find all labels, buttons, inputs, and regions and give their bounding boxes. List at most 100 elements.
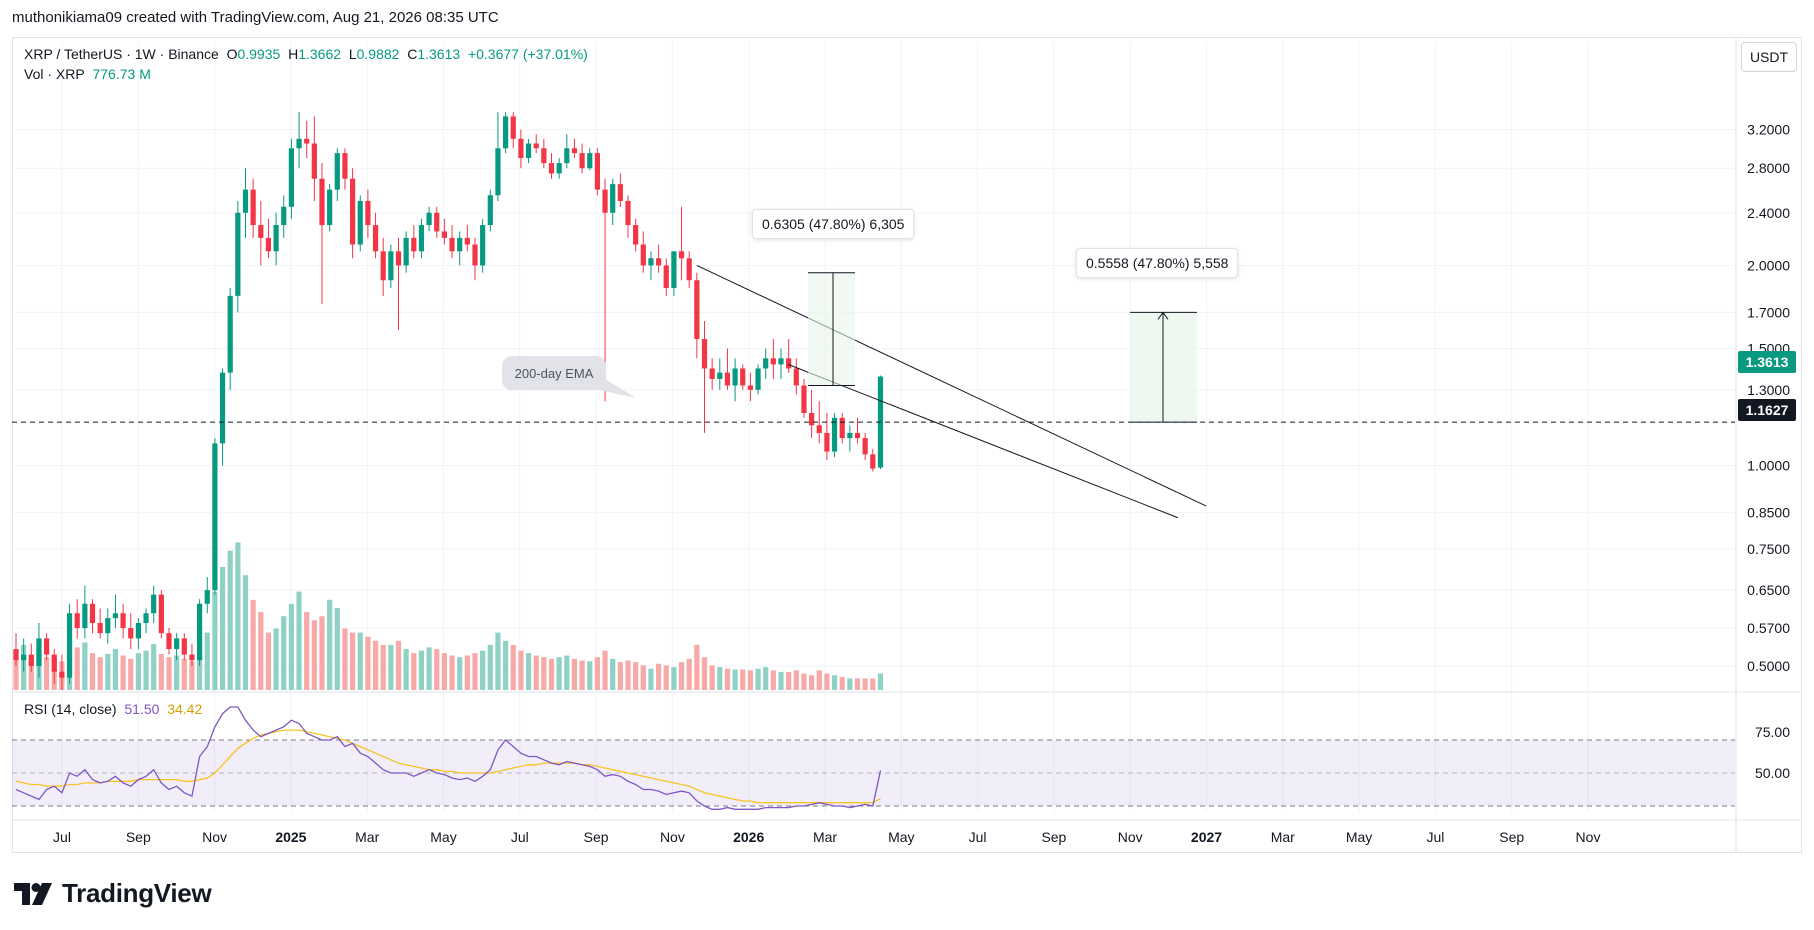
volume-bar bbox=[212, 591, 218, 690]
measure-label-right[interactable]: 0.5558 (47.80%) 5,558 bbox=[1076, 248, 1239, 278]
volume-bar bbox=[525, 653, 532, 690]
volume-bar bbox=[839, 676, 845, 690]
candle-body bbox=[801, 385, 807, 413]
volume-bar bbox=[296, 591, 302, 690]
candle-body bbox=[151, 594, 157, 614]
time-tick-label: Jul bbox=[53, 829, 71, 845]
volume-bar bbox=[510, 644, 516, 690]
symbol-label[interactable]: XRP / TetherUS · 1W · Binance bbox=[24, 46, 219, 62]
time-tick-label: Sep bbox=[584, 829, 609, 845]
candle-body bbox=[89, 603, 96, 624]
price-tick-label: 1.3000 bbox=[1747, 382, 1790, 398]
volume-bar bbox=[258, 612, 264, 690]
candle-body bbox=[617, 184, 623, 201]
candle-body bbox=[403, 237, 409, 266]
volume-bar bbox=[426, 647, 432, 690]
open-value: 0.9935 bbox=[237, 46, 281, 62]
candle-body bbox=[158, 594, 164, 634]
candle-body bbox=[97, 623, 103, 634]
candle-body bbox=[457, 237, 463, 252]
candle-body bbox=[671, 251, 677, 288]
volume-bar bbox=[472, 653, 478, 690]
volume-bar bbox=[640, 665, 646, 690]
time-tick-label: Sep bbox=[1041, 829, 1066, 845]
candle-body bbox=[678, 251, 685, 259]
time-tick-label: Mar bbox=[1271, 829, 1295, 845]
tradingview-logo[interactable]: TradingView bbox=[14, 878, 212, 909]
candle-body bbox=[380, 251, 386, 281]
candle-body bbox=[105, 618, 111, 634]
volume-bar bbox=[602, 650, 608, 690]
candle-body bbox=[135, 623, 141, 639]
candle-body bbox=[258, 225, 264, 238]
candle-body bbox=[204, 590, 210, 604]
volume-bar bbox=[786, 671, 792, 690]
price-tick-label: 2.0000 bbox=[1747, 257, 1790, 273]
candle-body bbox=[571, 148, 578, 154]
price-tick-label: 0.6500 bbox=[1747, 582, 1790, 598]
candle-body bbox=[212, 443, 218, 591]
volume-bar bbox=[487, 644, 493, 690]
candle-body bbox=[120, 613, 126, 629]
rsi-label[interactable]: RSI (14, close) bbox=[24, 701, 117, 717]
last-price-tag: 1.3613 bbox=[1738, 351, 1796, 373]
rsi-tick-label: 75.00 bbox=[1755, 724, 1790, 740]
candle-body bbox=[265, 237, 272, 252]
rsi-series bbox=[15, 706, 882, 810]
rsi-value: 51.50 bbox=[124, 701, 160, 717]
volume-bar bbox=[663, 665, 669, 690]
volume-bar bbox=[242, 575, 249, 690]
candle-body bbox=[793, 368, 799, 386]
volume-bar bbox=[181, 658, 187, 690]
volume-bar bbox=[281, 616, 287, 690]
volume-bar bbox=[319, 616, 325, 690]
wedge-lower-line bbox=[787, 363, 1179, 519]
time-tick-label: Jul bbox=[1426, 829, 1444, 845]
candle-body bbox=[732, 368, 738, 386]
price-tick-label: 1.7000 bbox=[1747, 304, 1790, 320]
candle-body bbox=[701, 339, 708, 369]
volume-bar bbox=[403, 649, 409, 690]
volume-bar bbox=[854, 678, 861, 690]
ema-callout[interactable]: 200-day EMA bbox=[502, 356, 606, 390]
price-tick-label: 0.7500 bbox=[1747, 541, 1790, 557]
volume-bar bbox=[656, 663, 662, 690]
volume-bar bbox=[548, 658, 555, 690]
currency-unit-button[interactable]: USDT bbox=[1741, 42, 1797, 72]
volume-bar bbox=[174, 655, 180, 690]
candle-body bbox=[564, 148, 570, 164]
candle-body bbox=[426, 212, 432, 226]
volume-bar bbox=[763, 667, 769, 690]
volume-bar bbox=[74, 647, 80, 690]
candle-series bbox=[13, 112, 884, 690]
volume-series bbox=[13, 542, 884, 690]
volume-bar bbox=[709, 665, 715, 690]
candle-body bbox=[311, 143, 317, 179]
volume-label[interactable]: Vol · XRP bbox=[24, 66, 85, 82]
ohlc-legend: XRP / TetherUS · 1W · Binance O0.9935 H1… bbox=[24, 46, 588, 62]
horizontal-line-price-tag: 1.1627 bbox=[1738, 399, 1796, 421]
price-tick-label: 0.5700 bbox=[1747, 620, 1790, 636]
measure-label-left[interactable]: 0.6305 (47.80%) 6,305 bbox=[752, 209, 915, 239]
volume-bar bbox=[518, 650, 524, 690]
candle-body bbox=[870, 454, 876, 469]
candle-body bbox=[21, 654, 27, 661]
candle-body bbox=[357, 200, 363, 245]
axes: 3.20002.80002.40002.00001.70001.50001.30… bbox=[53, 122, 1790, 845]
volume-bar bbox=[594, 657, 600, 690]
volume-bar bbox=[740, 669, 746, 690]
volume-bar bbox=[877, 673, 884, 690]
drawings[interactable] bbox=[12, 264, 1735, 519]
volume-value: 776.73 M bbox=[92, 66, 151, 82]
candle-body bbox=[480, 225, 486, 266]
volume-bar bbox=[158, 653, 164, 690]
volume-bar bbox=[449, 655, 455, 690]
tradingview-logo-text: TradingView bbox=[62, 878, 212, 908]
candle-body bbox=[449, 237, 455, 252]
candle-body bbox=[411, 237, 417, 252]
volume-bar bbox=[457, 657, 463, 690]
wedge-upper-line bbox=[696, 264, 1207, 507]
candle-body bbox=[418, 225, 425, 252]
volume-bar bbox=[273, 628, 279, 690]
